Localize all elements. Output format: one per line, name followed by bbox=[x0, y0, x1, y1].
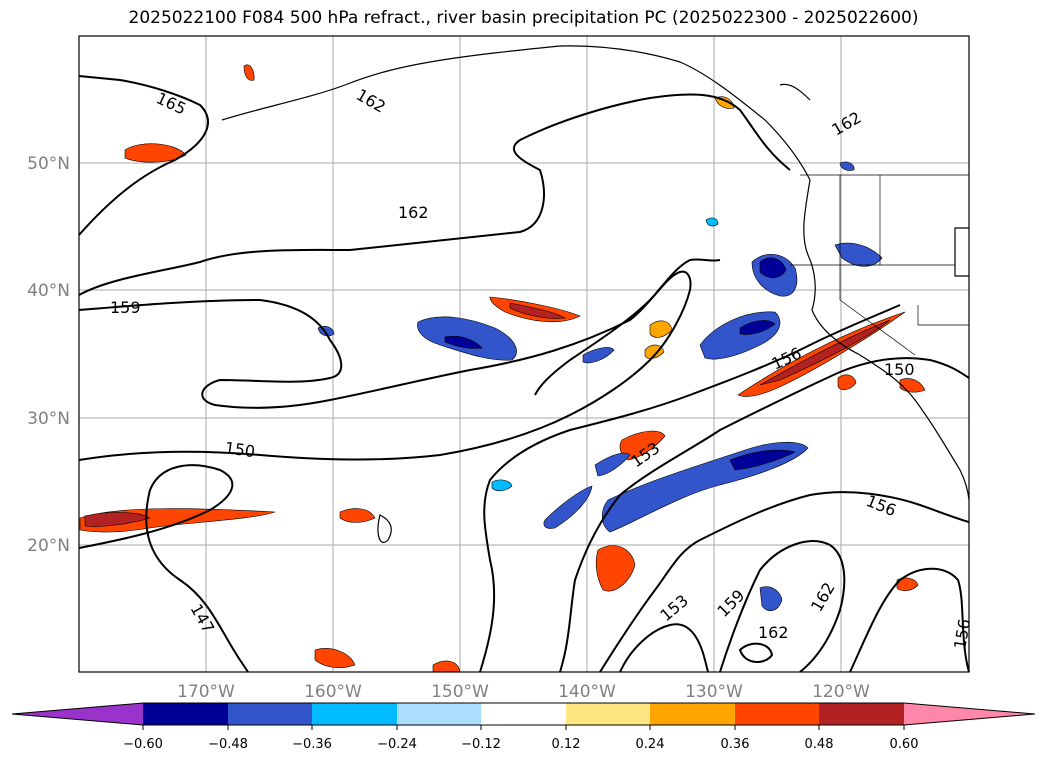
lat-label-30: 30°N bbox=[27, 409, 70, 429]
colorbar-tick-label-9: 0.60 bbox=[890, 737, 919, 752]
colorbar-tick-label-8: 0.48 bbox=[805, 737, 834, 752]
contour-156 bbox=[559, 357, 970, 673]
colorbar-cell-3 bbox=[312, 703, 397, 725]
precip-core-mid bbox=[509, 302, 566, 319]
lon-label-160w: 160°W bbox=[304, 682, 362, 702]
precip-neg-south-core bbox=[729, 449, 796, 471]
precip-negative-areas bbox=[317, 161, 883, 612]
precip-neg-inland bbox=[834, 242, 883, 267]
precip-area-south-2 bbox=[619, 430, 666, 461]
precip-area-hawaii bbox=[339, 508, 376, 523]
lat-label-50: 50°N bbox=[27, 154, 70, 174]
colorbar-tick-label-7: 0.36 bbox=[721, 737, 750, 752]
contour-156b bbox=[599, 491, 970, 673]
precip-neg-south-4 bbox=[759, 586, 783, 612]
precip-neg-small-2 bbox=[491, 479, 513, 492]
precip-neg-south-3 bbox=[594, 452, 631, 477]
lon-label-130w: 130°W bbox=[685, 682, 743, 702]
contour-150 bbox=[78, 270, 692, 461]
precip-area-south-3 bbox=[896, 577, 919, 591]
contour-label-162-b: 162 bbox=[398, 203, 429, 222]
precip-area-coast-3 bbox=[899, 378, 926, 393]
colorbar-tick-label-6: 0.24 bbox=[636, 737, 665, 752]
latitude-labels: 50°N 40°N 30°N 20°N bbox=[27, 154, 70, 556]
contour-label-159: 159 bbox=[110, 298, 141, 317]
border-states-4 bbox=[917, 305, 969, 326]
contour-162-south bbox=[719, 540, 846, 673]
contour-153 bbox=[479, 304, 901, 673]
contour-159 bbox=[78, 258, 721, 409]
lat-label-40: 40°N bbox=[27, 281, 70, 301]
coastlines bbox=[221, 45, 970, 543]
longitude-labels: 170°W 160°W 150°W 140°W 130°W 120°W bbox=[177, 682, 870, 702]
contour-159-south bbox=[619, 623, 709, 673]
coastline-alaska-islands bbox=[779, 83, 811, 101]
contour-156-south bbox=[849, 567, 970, 673]
coastline-inset bbox=[954, 227, 969, 277]
colorbar-cell-9 bbox=[819, 703, 904, 725]
lat-label-20: 20°N bbox=[27, 536, 70, 556]
precip-neg-north bbox=[839, 161, 855, 171]
precip-neg-coast-core bbox=[759, 257, 787, 279]
colorbar-tick-label-1: −0.48 bbox=[208, 737, 248, 752]
precip-core-west bbox=[84, 512, 151, 527]
colorbar-cell-6 bbox=[566, 703, 650, 725]
colorbar-cell-1 bbox=[143, 703, 228, 725]
precip-neg-mid-2 bbox=[582, 347, 615, 364]
precip-neg-small-1 bbox=[705, 217, 719, 227]
contour-label-150-a: 150 bbox=[223, 438, 256, 461]
height-contours bbox=[78, 75, 970, 673]
lon-label-150w: 150°W bbox=[431, 682, 489, 702]
lon-label-170w: 170°W bbox=[177, 682, 235, 702]
contour-165 bbox=[78, 75, 209, 236]
colorbar-cell-8 bbox=[735, 703, 819, 725]
precip-area-alaska bbox=[714, 96, 735, 109]
border-states-3 bbox=[790, 264, 916, 356]
map-title: 2025022100 F084 500 hPa refract., river … bbox=[128, 8, 919, 28]
coastline-hawaii bbox=[377, 514, 392, 543]
colorbar-ticks bbox=[142, 725, 905, 730]
colorbar-cell-0 bbox=[12, 703, 143, 725]
contour-label-162-d: 162 bbox=[758, 623, 789, 642]
precip-area-south-1 bbox=[595, 545, 636, 592]
colorbar-tick-label-0: −0.60 bbox=[123, 737, 163, 752]
precip-area-coast-2 bbox=[837, 374, 857, 391]
colorbar-cell-7 bbox=[650, 703, 735, 725]
map-frame bbox=[78, 35, 970, 673]
contour-147 bbox=[78, 464, 249, 673]
colorbar-cell-10 bbox=[904, 703, 1035, 725]
lon-label-120w: 120°W bbox=[812, 682, 870, 702]
colorbar: −0.60 −0.48 −0.36 −0.24 −0.12 0.12 0.24 … bbox=[11, 702, 1036, 752]
precip-neg-east-core bbox=[739, 320, 776, 335]
precip-core-coastal bbox=[759, 319, 891, 386]
precip-area-south-4 bbox=[314, 648, 356, 669]
graticule bbox=[79, 36, 969, 672]
colorbar-cell-2 bbox=[228, 703, 312, 725]
colorbar-cell-4 bbox=[397, 703, 481, 725]
colorbar-tick-label-4: −0.12 bbox=[461, 737, 501, 752]
precip-positive-areas bbox=[79, 64, 926, 673]
precip-area-north-2 bbox=[243, 64, 255, 81]
colorbar-tick-label-5: 0.12 bbox=[552, 737, 581, 752]
contour-label-156-c: 156 bbox=[950, 617, 974, 650]
precip-neg-south-2 bbox=[543, 485, 593, 529]
colorbar-cell-5 bbox=[481, 703, 566, 725]
precip-neg-mid-core bbox=[444, 335, 483, 349]
colorbar-tick-label-3: −0.24 bbox=[377, 737, 417, 752]
political-boundaries bbox=[790, 174, 969, 356]
contour-label-150-b: 150 bbox=[884, 360, 915, 379]
contour-162 bbox=[78, 93, 791, 296]
contour-162-loop bbox=[738, 642, 774, 663]
coastline-north-america bbox=[221, 45, 970, 501]
precip-area-north-1 bbox=[124, 143, 187, 163]
colorbar-tick-label-2: −0.36 bbox=[292, 737, 332, 752]
lon-label-140w: 140°W bbox=[558, 682, 616, 702]
